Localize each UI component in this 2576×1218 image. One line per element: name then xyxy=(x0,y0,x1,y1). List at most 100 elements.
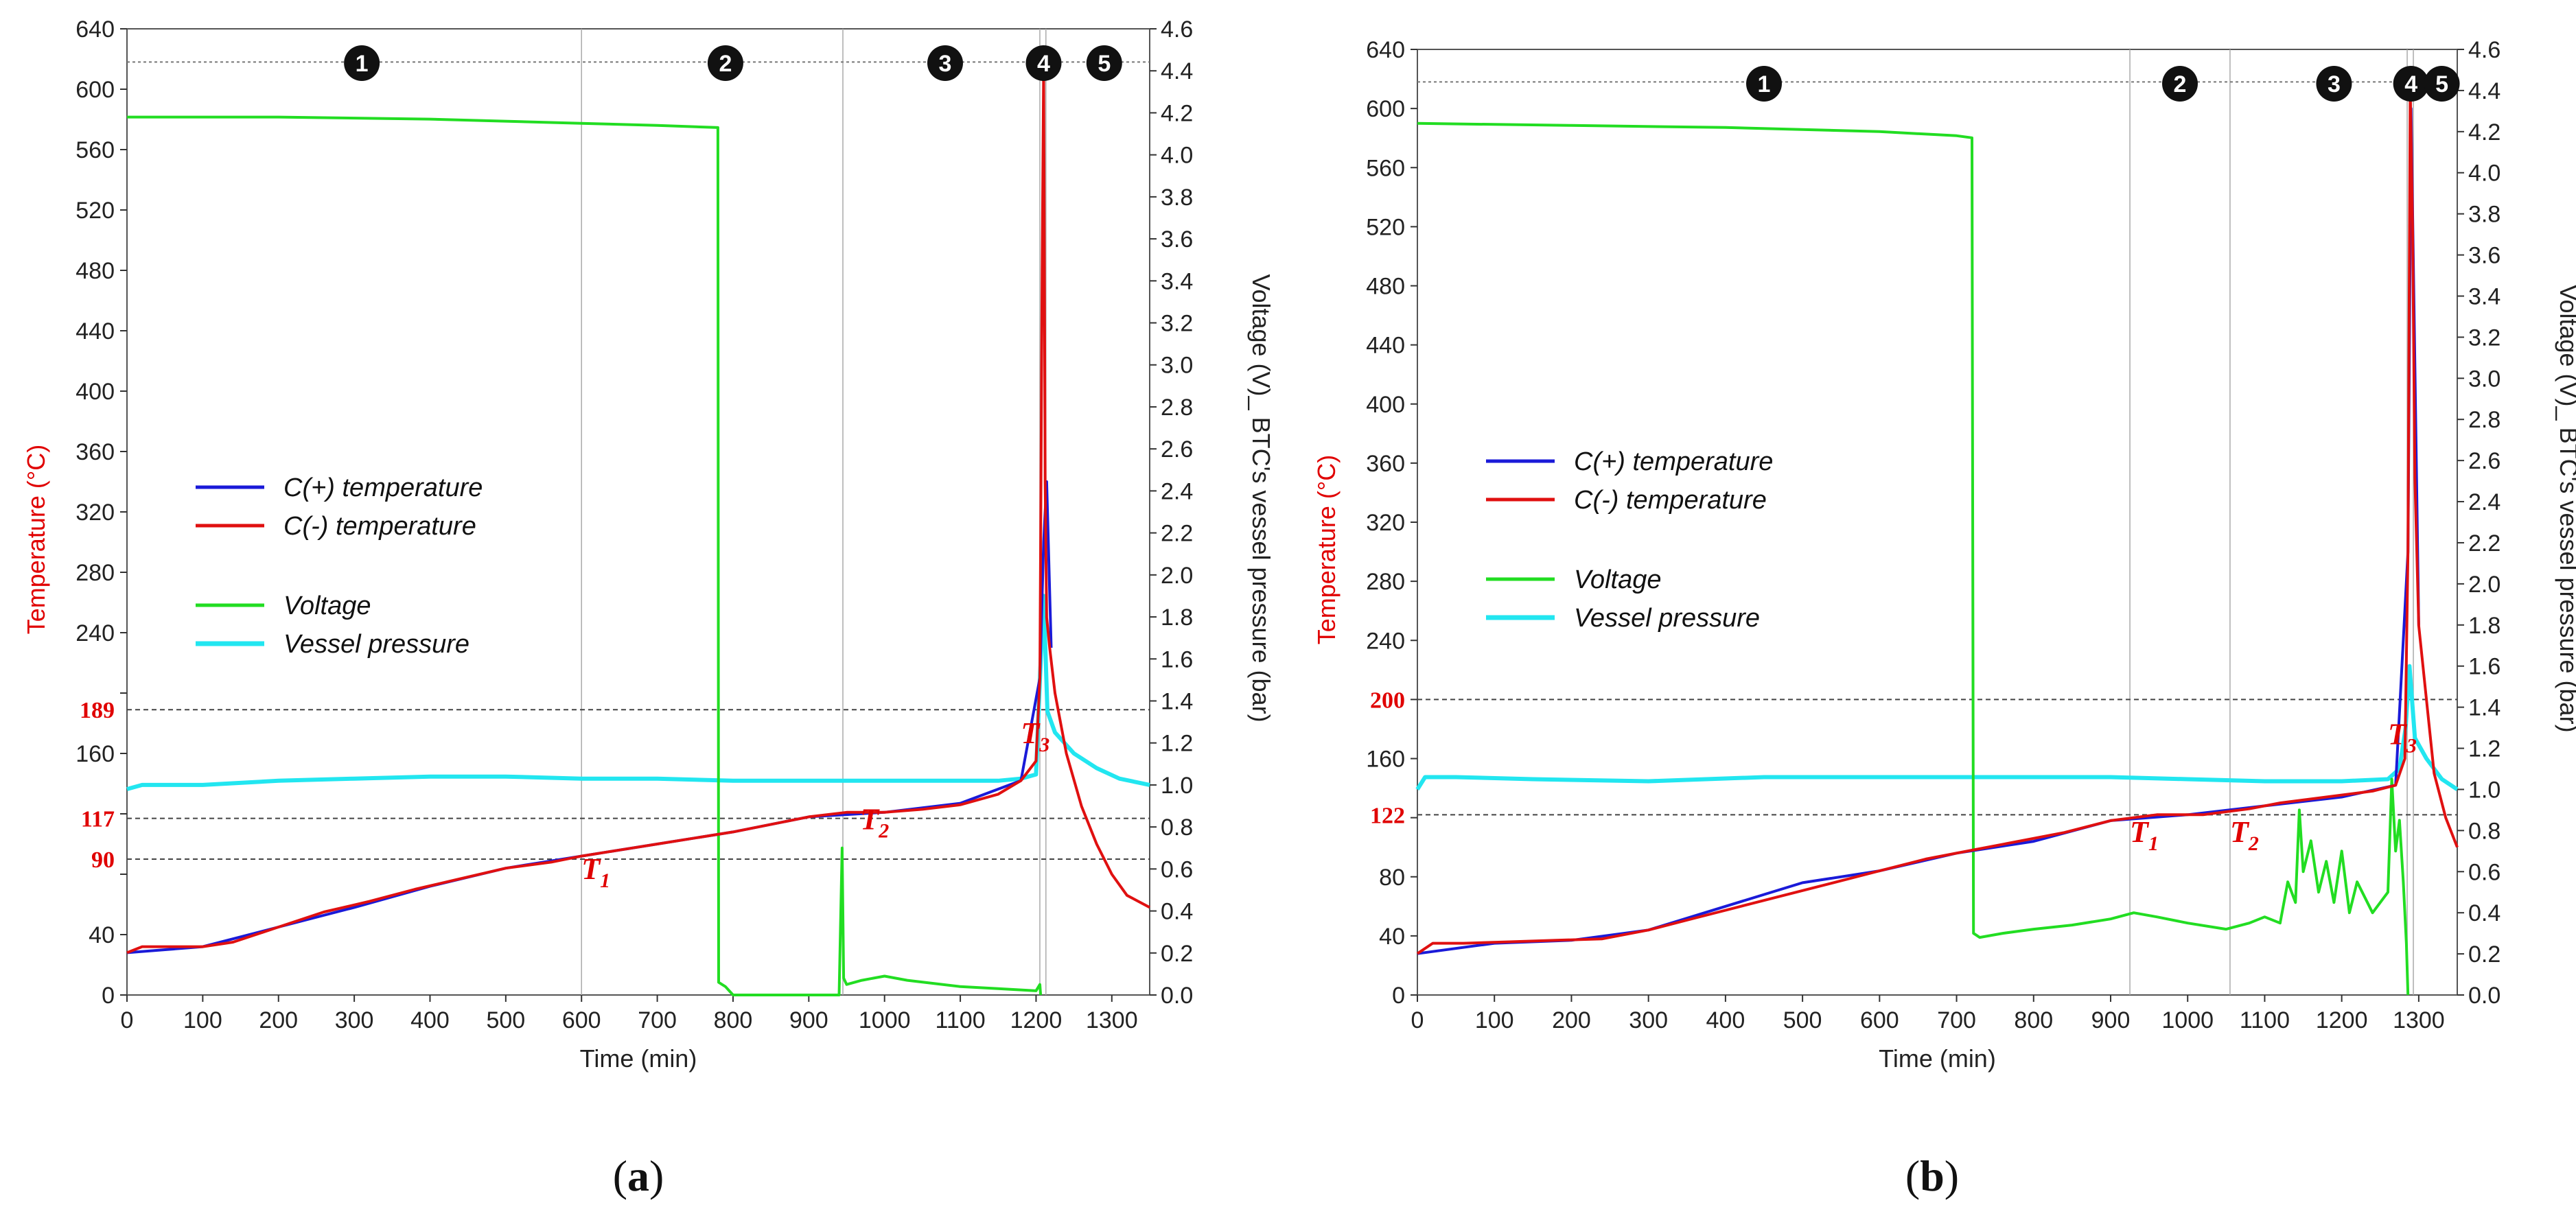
y-right-tick-label: 3.0 xyxy=(2468,366,2500,392)
legend-label: C(-) temperature xyxy=(1574,486,1767,515)
series-voltage xyxy=(1417,121,2410,996)
phase-marker-circle xyxy=(2424,66,2460,102)
phase-marker-circle xyxy=(344,45,380,81)
annotation-letter: T xyxy=(1021,716,1041,750)
y-right-tick-label: 0.8 xyxy=(2468,818,2500,844)
y-right-tick-label: 0.4 xyxy=(1161,899,1193,925)
phase-marker-number: 3 xyxy=(2328,71,2341,97)
y-left-tick-label: 600 xyxy=(76,77,115,103)
y-left-tick-label: 560 xyxy=(76,137,115,163)
y-right-tick-label: 3.6 xyxy=(2468,243,2500,269)
phase-marker-number: 5 xyxy=(2435,71,2448,97)
phase-marker-number: 5 xyxy=(1098,51,1111,77)
phase-marker-2: 2 xyxy=(2162,66,2198,102)
phase-marker-number: 2 xyxy=(719,51,732,77)
x-tick-label: 400 xyxy=(410,1007,450,1033)
y-left-tick-label: 240 xyxy=(76,620,115,646)
y-right-tick-label: 0.6 xyxy=(1161,856,1193,882)
y-right-tick-label: 1.8 xyxy=(1161,605,1193,631)
annotation-t1: T1 xyxy=(581,852,610,892)
annotation-letter: T xyxy=(2388,718,2408,751)
y-right-tick-label: 3.8 xyxy=(2468,202,2500,228)
y-left-tick-label: 280 xyxy=(1366,569,1405,595)
panel-caption: (a) xyxy=(613,1151,664,1200)
x-tick-label: 1200 xyxy=(1010,1007,1063,1033)
y-right-tick-label: 1.6 xyxy=(1161,646,1193,672)
phase-marker-3: 3 xyxy=(2316,66,2352,102)
y-right-tick-label: 4.0 xyxy=(2468,161,2500,187)
y-left-tick-label: 560 xyxy=(1366,155,1405,181)
y-right-tick-label: 4.0 xyxy=(1161,143,1193,169)
y-right-tick-label: 3.8 xyxy=(1161,185,1193,211)
y-left-tick-label: 640 xyxy=(1366,37,1405,63)
y-left-tick-label: 360 xyxy=(1366,451,1405,477)
y-left-axis-title: Temperature (°C) xyxy=(1312,455,1341,644)
y-left-axis-title: Temperature (°C) xyxy=(22,445,50,634)
x-tick-label: 600 xyxy=(1860,1007,1899,1033)
y-right-axis-title: Voltage (V)_ BTC's vessel pressure (bar) xyxy=(1247,274,1275,722)
y-right-tick-label: 4.6 xyxy=(2468,37,2500,63)
y-right-axis-title: Voltage (V)_ BTC's vessel pressure (bar) xyxy=(2555,284,2576,732)
series-c-temperature xyxy=(1416,84,2459,955)
legend-label: Vessel pressure xyxy=(283,630,469,659)
y-right-tick-label: 1.0 xyxy=(2468,777,2500,803)
legend-label: Vessel pressure xyxy=(1574,604,1760,633)
y-right-tick-label: 0.0 xyxy=(1161,983,1193,1009)
x-tick-label: 500 xyxy=(486,1007,525,1033)
y-left-tick-label: 320 xyxy=(76,500,115,526)
legend-label: C(+) temperature xyxy=(283,473,483,502)
y-left-tick-label: 400 xyxy=(1366,392,1405,418)
phase-marker-number: 4 xyxy=(1037,51,1050,77)
reference-label-90: 90 xyxy=(91,847,115,873)
y-right-tick-label: 2.4 xyxy=(2468,489,2500,515)
phase-marker-2: 2 xyxy=(707,45,743,81)
y-right-tick-label: 2.0 xyxy=(2468,572,2500,598)
y-right-tick-label: 0.2 xyxy=(2468,941,2500,968)
y-right-tick-label: 1.8 xyxy=(2468,613,2500,639)
y-right-tick-label: 1.4 xyxy=(1161,688,1193,714)
y-right-tick-label: 0.4 xyxy=(2468,900,2500,926)
y-right-tick-label: 0.6 xyxy=(2468,859,2500,885)
y-left-tick-label: 360 xyxy=(76,439,115,465)
y-right-tick-label: 2.8 xyxy=(1161,395,1193,421)
legend: C(+) temperature C(-) temperature Voltage V… xyxy=(196,473,483,659)
y-left-tick-label: 160 xyxy=(1366,747,1405,773)
phase-marker-circle xyxy=(2393,66,2429,102)
x-tick-label: 1300 xyxy=(2393,1007,2445,1033)
annotation-t1: T1 xyxy=(2130,815,2159,855)
reference-label-189: 189 xyxy=(80,698,115,723)
y-right-tick-label: 3.4 xyxy=(1161,268,1193,294)
y-left-tick-label: 600 xyxy=(1366,96,1405,122)
phase-marker-4: 4 xyxy=(1025,45,1062,81)
y-left-tick-label: 440 xyxy=(76,318,115,344)
x-tick-label: 800 xyxy=(714,1007,753,1033)
y-left-tick-label: 480 xyxy=(76,258,115,284)
annotation-t3: T3 xyxy=(2388,718,2417,758)
legend-label: Voltage xyxy=(283,592,371,620)
series-voltage xyxy=(127,115,1043,996)
phase-marker-circle xyxy=(1025,45,1062,81)
caption-letter: b xyxy=(1920,1151,1945,1200)
phase-marker-number: 2 xyxy=(2174,71,2187,97)
phase-marker-circle xyxy=(707,45,743,81)
y-right-tick-label: 2.6 xyxy=(1161,436,1193,462)
phase-marker-circle xyxy=(1746,66,1782,102)
y-right-tick-label: 2.6 xyxy=(2468,448,2500,474)
annotation-letter: T xyxy=(2130,815,2150,849)
x-tick-label: 1000 xyxy=(859,1007,911,1033)
y-right-tick-label: 2.4 xyxy=(1161,478,1193,504)
y-right-tick-label: 3.6 xyxy=(1161,226,1193,253)
series-c-temperature xyxy=(126,65,1150,955)
y-right-tick-label: 4.6 xyxy=(1161,16,1193,43)
y-right-tick-label: 2.2 xyxy=(1161,521,1193,547)
series-c-temperature xyxy=(1417,107,2420,955)
y-right-tick-label: 4.2 xyxy=(2468,119,2500,145)
phase-marker-5: 5 xyxy=(1086,45,1122,81)
legend-label: C(-) temperature xyxy=(283,512,476,541)
x-tick-label: 900 xyxy=(789,1007,828,1033)
annotation-subscript: 2 xyxy=(2248,832,2259,855)
y-right-tick-label: 0.8 xyxy=(1161,815,1193,841)
x-axis-title: Time (min) xyxy=(1879,1044,1996,1073)
